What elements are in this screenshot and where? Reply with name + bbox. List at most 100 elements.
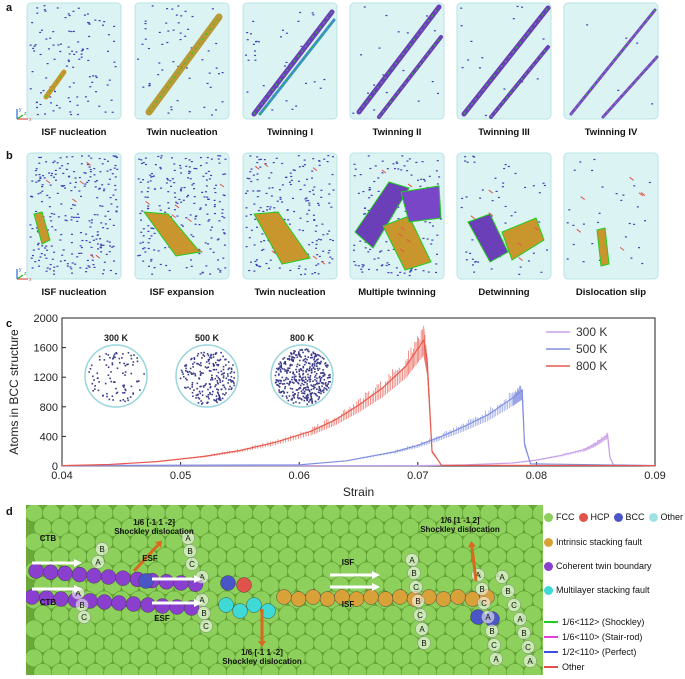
legend-line-1: 1/6<112> (Shockley) (544, 617, 644, 627)
svg-text:A: A (475, 571, 481, 580)
simulation-cell-a3 (242, 2, 338, 120)
inset-label-2: 500 K (195, 333, 220, 343)
legend-ball-label-2: HCP (590, 512, 610, 522)
svg-text:A: A (527, 657, 533, 666)
inset-label-3: 800 K (290, 333, 315, 343)
bcc-atoms-chart: 0.04 0.05 0.06 0.07 0.08 0.09 0 400 800 1200 1600 2… (7, 313, 666, 499)
svg-text:B: B (505, 587, 510, 596)
series-noise-2 (61, 385, 647, 466)
simulation-cell-b6 (563, 152, 659, 280)
svg-text:A: A (185, 534, 191, 543)
y-tick-label: 800 (40, 402, 58, 414)
simulation-cell-b2 (134, 152, 230, 280)
svg-text:A: A (199, 573, 205, 582)
svg-text:B: B (99, 545, 104, 554)
x-tick-label: 0.08 (526, 470, 547, 482)
svg-text:A: A (409, 556, 415, 565)
panel-b-letter: b (6, 150, 13, 162)
caption-a1: ISF nucleation (41, 127, 107, 138)
legend-line-4: Other (544, 662, 585, 672)
simulation-cell-b1 (26, 152, 122, 280)
svg-text:A: A (499, 573, 505, 582)
label-shockley-top: 1/6 [-1 1 -2] Shockley dislocation (114, 518, 194, 536)
y-tick-label: 1600 (34, 343, 58, 355)
svg-text:C: C (525, 643, 531, 652)
svg-text:C: C (81, 613, 87, 622)
svg-text:A: A (75, 589, 81, 598)
caption-a6: Twinning IV (584, 127, 638, 138)
svg-text:z: z (24, 271, 27, 277)
label-shockley-right: 1/6 [1 -1 2] Shockley dislocation (420, 516, 500, 534)
svg-text:y: y (19, 267, 22, 273)
legend-line-3: 1/2<110> (Perfect) (544, 647, 636, 657)
atomic-structure-image: B A A B C A A B C A B C A B C B C A B A B C A B C A A B C A B C A 1/6 [-1… (26, 505, 543, 675)
legend-ball-2 (578, 512, 588, 522)
simulation-cell-a5 (456, 2, 552, 120)
y-tick-label: 0 (52, 461, 58, 473)
svg-text:A: A (419, 625, 425, 634)
series-line-1 (62, 433, 656, 467)
caption-a3: Twinning I (266, 127, 314, 138)
svg-text:B: B (201, 609, 206, 618)
svg-text:B: B (187, 547, 192, 556)
svg-text:x: x (29, 117, 32, 122)
legend-ball-3 (613, 512, 623, 522)
svg-text:B: B (411, 569, 416, 578)
legend-balls-row: FCC HCP BCC Other (544, 512, 685, 522)
svg-text:B: B (421, 639, 426, 648)
legend-ball-4 (648, 512, 658, 522)
x-tick-label: 0.05 (170, 470, 191, 482)
legend-label-2: 500 K (576, 342, 607, 356)
panel-d-letter: d (6, 506, 13, 518)
svg-text:A: A (485, 613, 491, 622)
temperature-inset-2 (175, 344, 239, 408)
legend-ball-label-4: Other (660, 512, 684, 522)
svg-text:B: B (79, 601, 84, 610)
panel-c-letter: c (6, 318, 13, 330)
legend-label-1: 300 K (576, 325, 607, 339)
svg-text:C: C (189, 560, 195, 569)
temperature-inset-1 (84, 344, 148, 408)
temperature-inset-3 (270, 344, 334, 408)
simulation-cell-a2 (134, 2, 230, 120)
x-tick-label: 0.07 (407, 470, 428, 482)
panel-c-chart: 0.04 0.05 0.06 0.07 0.08 0.09 0 400 800 1200 1600 2… (0, 310, 685, 505)
x-tick-label: 0.09 (644, 470, 665, 482)
caption-a5: Twinning III (478, 127, 530, 138)
legend-region-3: Multilayer stacking fault (544, 585, 650, 595)
legend-ball-1 (544, 512, 553, 522)
svg-text:C: C (203, 622, 209, 631)
legend-ball-label-3: BCC (625, 512, 645, 522)
y-axis-label: Atoms in BCC structure (7, 329, 21, 455)
label-esf-1: ESF (142, 554, 158, 563)
label-ctb-2: CTB (40, 598, 57, 607)
caption-a2: Twin nucleation (146, 127, 218, 138)
svg-text:A: A (199, 596, 205, 605)
label-ctb-1: CTB (40, 534, 57, 543)
svg-text:C: C (491, 641, 497, 650)
svg-text:B: B (521, 629, 526, 638)
svg-text:C: C (511, 601, 517, 610)
x-tick-label: 0.06 (288, 470, 309, 482)
legend-ball-label-1: FCC (556, 512, 575, 522)
label-isf-2: ISF (342, 600, 355, 609)
svg-text:z: z (24, 111, 27, 117)
simulation-cell-b4 (349, 152, 445, 280)
svg-text:B: B (479, 585, 484, 594)
svg-text:A: A (517, 615, 523, 624)
simulation-cell-a6 (563, 2, 659, 120)
label-shockley-bottom: 1/6 [-1 1 -2] Shockley dislocation (222, 648, 302, 666)
caption-b2: ISF expansion (149, 287, 215, 298)
caption-b6: Dislocation slip (575, 287, 647, 298)
caption-b3: Twin nucleation (254, 287, 326, 298)
simulation-cell-a1 (26, 2, 122, 120)
svg-text:y: y (19, 107, 22, 113)
svg-text:C: C (481, 599, 487, 608)
simulation-cell-b5 (456, 152, 552, 280)
legend-label-3: 800 K (576, 359, 607, 373)
x-tick-label: 0.04 (51, 470, 72, 482)
inset-label-1: 300 K (104, 333, 129, 343)
svg-text:A: A (493, 655, 499, 664)
